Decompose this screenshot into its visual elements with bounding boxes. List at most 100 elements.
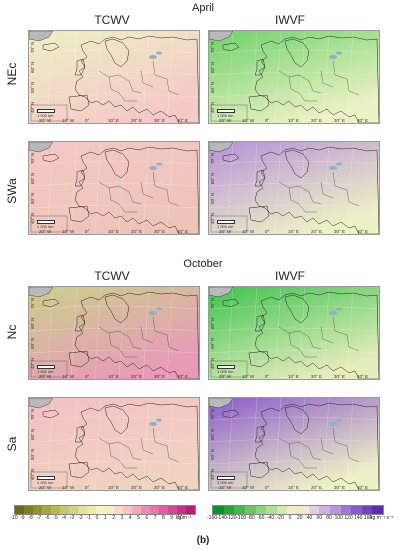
colorbar-swatch <box>132 506 141 514</box>
longitude-tick: 40° E <box>357 374 369 379</box>
map-graphic <box>209 31 379 123</box>
longitude-tick: 40° E <box>357 485 369 490</box>
figure-label: (b) <box>196 535 210 546</box>
latitude-tick: 60° N <box>30 428 35 440</box>
colorbar-swatch <box>186 506 195 514</box>
longitude-tick: 10° E <box>108 374 120 379</box>
colorbar-tick-label: -6 <box>44 515 50 521</box>
colorbar-swatch <box>123 506 132 514</box>
longitude-tick: 20° E <box>311 118 323 123</box>
longitude-tick: 10° E <box>288 229 300 234</box>
colorbar-swatch <box>319 506 330 514</box>
colorbar-tick-label: 140 <box>354 515 363 521</box>
colorbar-swatch <box>329 506 341 514</box>
longitude-tick: 40° E <box>177 374 189 379</box>
longitude-tick: 10° W <box>62 374 75 379</box>
colorbar-swatch <box>213 506 224 514</box>
colorbar-swatch <box>42 506 51 514</box>
colorbar-tick-label: -9 <box>20 515 25 521</box>
colorbar-tick-label: 100 <box>334 515 343 521</box>
row-label-swa: SWa <box>5 178 19 204</box>
colorbar-tick-label: 9 <box>170 515 174 521</box>
colorbar-swatch <box>51 506 60 514</box>
colorbar-tick-label: 160 <box>363 515 373 521</box>
longitude-tick: 0° <box>85 485 90 490</box>
latitude-tick: 40° N <box>210 212 215 224</box>
colorbar-swatch <box>234 506 245 514</box>
longitude-tick: 40° E <box>357 118 369 123</box>
map-field <box>29 398 199 490</box>
longitude-tick: 10° E <box>288 374 300 379</box>
colorbar-tick-label: -2 <box>78 515 83 521</box>
map-panel-iwvf-october-nc: 20° W 10° W 0° 10° E 20° E 30° E 40° E 70° N 60°… <box>208 286 380 380</box>
row-label-nc: Nc <box>5 324 19 340</box>
longitude-tick: 0° <box>265 118 270 123</box>
longitude-tick: 30° E <box>154 485 166 490</box>
map-field <box>209 31 379 123</box>
scale-bar-label: 1 000 km <box>217 369 234 374</box>
map-graphic <box>209 287 379 379</box>
longitude-tick: 20° E <box>131 485 143 490</box>
latitude-tick: 60° N <box>30 61 35 73</box>
longitude-tick: 10° W <box>242 229 255 234</box>
latitude-tick: 50° N <box>30 192 35 204</box>
scale-bar: 1 000 km <box>217 108 235 118</box>
colorbar-tick-label: -20 <box>276 515 284 521</box>
section-title-october: October <box>183 258 223 270</box>
latitude-tick: 70° N <box>210 41 215 53</box>
iwvf-colorbar-ticks: -160 -140 -120 -100 -80 -60 -40 -20 0 20 40 60 80 100… <box>207 515 382 523</box>
colorbar-tick-label: -10 <box>10 515 18 521</box>
longitude-tick: 10° W <box>62 485 75 490</box>
colorbar-swatch <box>298 506 309 514</box>
colorbar-swatch <box>372 506 383 514</box>
colorbar-tick-label: 3 <box>120 515 124 521</box>
longitude-tick: 10° W <box>242 485 255 490</box>
longitude-tick: 30° E <box>154 229 166 234</box>
scale-bar: 1 000 km <box>37 475 55 485</box>
longitude-tick: 0° <box>265 229 270 234</box>
map-graphic <box>29 31 199 123</box>
colorbar-swatch <box>87 506 96 514</box>
latitude-tick: 50° N <box>30 448 35 460</box>
longitude-tick: 10° W <box>242 374 255 379</box>
tcwv-colorbar-unit: kg m⁻² <box>176 515 192 521</box>
colorbar-tick-label: 5 <box>137 515 140 521</box>
colorbar-tick-label: 40 <box>306 515 313 521</box>
longitude-tick: 20° W <box>219 229 232 234</box>
scale-bar-label: 1 000 km <box>37 480 54 485</box>
colorbar-tick-label: 6 <box>145 515 149 521</box>
map-graphic <box>209 398 379 490</box>
map-panel-tcwv-april-nec: 20° W 10° W 0° 10° E 20° E 30° E 40° E 70° N 60°… <box>28 30 200 124</box>
scale-bar-label: 1 000 km <box>217 480 234 485</box>
longitude-tick: 40° E <box>177 229 189 234</box>
longitude-tick: 20° E <box>311 374 323 379</box>
latitude-tick: 50° N <box>210 81 215 93</box>
colorbar-tick-label: -60 <box>257 515 265 521</box>
iwvf-colorbar-unit: kg m⁻¹ s⁻¹ <box>370 515 394 521</box>
scale-bar: 1 000 km <box>217 219 235 229</box>
colorbar-tick-label: -4 <box>61 515 67 521</box>
longitude-tick: 20° W <box>219 374 232 379</box>
latitude-tick: 70° N <box>210 152 215 164</box>
colorbar-swatch <box>78 506 87 514</box>
scale-bar-label: 1 000 km <box>37 369 54 374</box>
longitude-tick: 0° <box>265 374 270 379</box>
colorbar-swatch <box>114 506 123 514</box>
colorbar-swatch <box>33 506 42 514</box>
map-graphic <box>209 142 379 234</box>
map-field <box>209 398 379 490</box>
map-panel-tcwv-october-nc: 20° W 10° W 0° 10° E 20° E 30° E 40° E 70° N 60°… <box>28 286 200 380</box>
latitude-tick: 50° N <box>30 81 35 93</box>
colorbar-tick-label: 80 <box>326 515 332 521</box>
longitude-tick: 20° W <box>39 485 52 490</box>
colorbar-swatch <box>361 506 373 514</box>
latitude-tick: 70° N <box>30 41 35 53</box>
latitude-tick: 50° N <box>210 448 215 460</box>
iwvf-colorbar <box>212 505 384 515</box>
colorbar-tick-label: -7 <box>36 515 42 521</box>
colorbar-swatch <box>308 506 320 514</box>
colorbar-swatch <box>60 506 69 514</box>
latitude-tick: 40° N <box>30 101 35 113</box>
latitude-tick: 60° N <box>210 428 215 440</box>
longitude-tick: 40° E <box>357 229 369 234</box>
